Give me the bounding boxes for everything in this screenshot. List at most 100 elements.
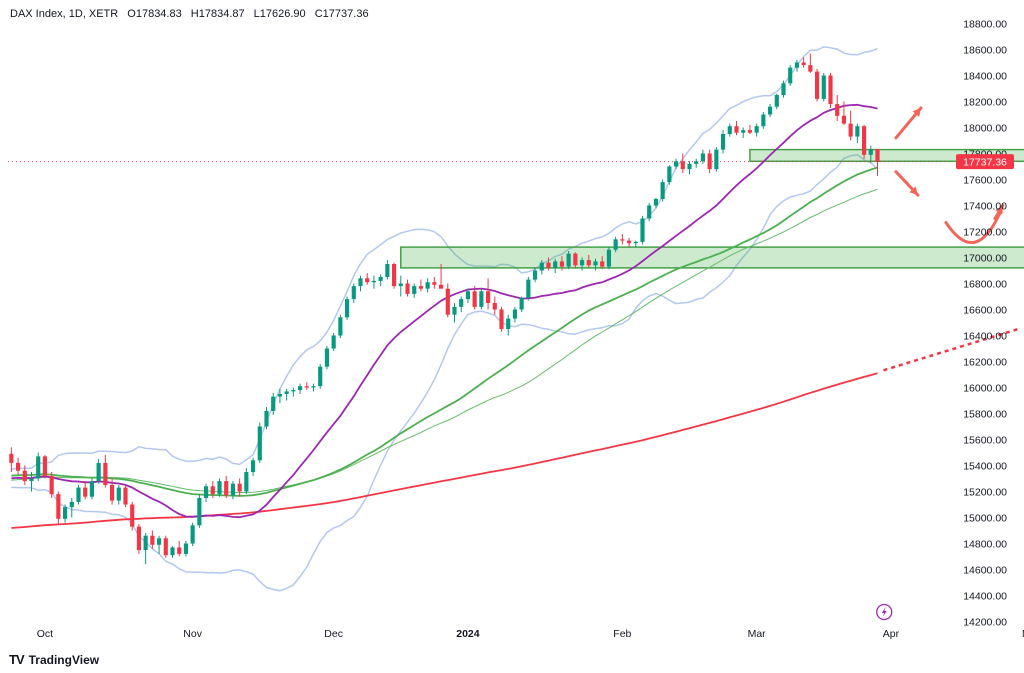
- candle-body: [600, 261, 605, 267]
- candle-body: [788, 67, 793, 84]
- candle-body: [673, 161, 679, 167]
- candle-body: [9, 453, 14, 463]
- candle-body: [284, 391, 289, 394]
- candle-body: [814, 71, 820, 99]
- candle-body: [271, 396, 276, 411]
- candle-body: [801, 62, 806, 66]
- candle-body: [445, 288, 450, 315]
- candle-body: [875, 148, 880, 162]
- candle-body: [499, 309, 504, 329]
- candle-body: [109, 485, 115, 501]
- y-axis-tick: 17000.00: [963, 253, 1007, 265]
- candle-body: [418, 286, 424, 289]
- candle-body: [36, 456, 41, 479]
- candle-body: [96, 462, 101, 482]
- y-axis-tick: 14800.00: [963, 539, 1007, 551]
- logo-text: TradingView: [28, 652, 100, 667]
- candle-body: [425, 282, 430, 289]
- y-axis-tick: 18000.00: [963, 123, 1007, 135]
- candle-body: [586, 260, 591, 266]
- candle-body: [573, 253, 578, 266]
- candle-body: [727, 126, 732, 134]
- candle-body: [49, 475, 54, 495]
- candle-body: [653, 199, 659, 206]
- candle-body: [492, 303, 497, 310]
- candle-body: [452, 306, 457, 315]
- high-value: H17834.87: [190, 8, 245, 20]
- candle-body: [660, 182, 665, 199]
- candle-body: [620, 239, 625, 241]
- candle-body: [371, 280, 377, 283]
- candle-body: [848, 123, 853, 137]
- candle-body: [868, 149, 873, 155]
- y-axis-tick: 15200.00: [963, 487, 1007, 499]
- candle-body: [774, 95, 779, 107]
- ma-50-thin-line: [11, 188, 878, 493]
- upper-support-zone: [749, 148, 1024, 163]
- bearish-arrow-head: [909, 186, 918, 196]
- candle-body: [264, 410, 269, 427]
- candle-body: [351, 286, 356, 300]
- lightning-icon: [881, 607, 887, 617]
- candle-body: [150, 535, 155, 545]
- candle-body: [432, 282, 437, 285]
- candle-body: [224, 481, 229, 496]
- candle-body: [244, 472, 249, 492]
- candle-body: [707, 153, 712, 170]
- y-axis-tick: 17400.00: [963, 201, 1007, 213]
- candle-body: [297, 386, 303, 391]
- candle-body: [640, 218, 645, 242]
- current-price-tag-text: 17737.36: [963, 157, 1007, 169]
- candle-body: [385, 264, 390, 277]
- y-axis-tick: 15400.00: [963, 461, 1007, 473]
- x-axis-tick: May: [1022, 628, 1024, 640]
- candle-body: [143, 535, 148, 550]
- candle-body: [512, 309, 518, 319]
- current-price-tag: [956, 154, 1014, 170]
- candle-body: [56, 494, 61, 519]
- candle-body: [391, 264, 397, 287]
- candle-body: [277, 394, 283, 397]
- candle-body: [130, 504, 135, 527]
- x-axis-tick: Nov: [183, 628, 202, 640]
- candle-body: [156, 538, 162, 545]
- candle-body: [42, 456, 48, 476]
- y-axis-tick: 16400.00: [963, 331, 1007, 343]
- candle-body: [210, 486, 215, 495]
- candle-body: [183, 543, 189, 554]
- candle-body: [559, 261, 565, 267]
- candle-body: [835, 104, 840, 116]
- candle-body: [472, 291, 477, 307]
- candle-body: [761, 114, 766, 127]
- candle-body: [828, 75, 833, 105]
- y-axis-tick: 17600.00: [963, 175, 1007, 187]
- open-value: O17834.83: [127, 8, 182, 20]
- y-axis-tick: 18800.00: [963, 19, 1007, 31]
- candle-body: [465, 291, 471, 300]
- lower-support-zone: [400, 246, 1024, 269]
- tradingview-logo[interactable]: TV TradingView: [9, 652, 99, 667]
- candle-body: [358, 278, 363, 287]
- candle-body: [438, 284, 444, 289]
- candle-body: [821, 75, 826, 99]
- chart-header: DAX Index, 1D, XETR O17834.83 H17834.87 …: [10, 8, 375, 20]
- tradingview-logo-icon: TV: [9, 652, 25, 667]
- candle-body: [734, 126, 739, 133]
- candle-body: [626, 240, 632, 244]
- candle-body: [203, 486, 209, 498]
- ma-200-line: [11, 372, 878, 529]
- candle-body: [136, 526, 142, 550]
- y-axis-tick: 14400.00: [963, 591, 1007, 603]
- candle-body: [680, 161, 685, 170]
- candle-body: [546, 262, 551, 268]
- candle-body: [177, 547, 182, 554]
- candle-body: [318, 366, 323, 387]
- y-axis-tick: 18400.00: [963, 71, 1007, 83]
- candle-body: [365, 278, 370, 283]
- candle-body: [519, 297, 524, 310]
- y-axis-tick: 15600.00: [963, 435, 1007, 447]
- close-value: C17737.36: [314, 8, 369, 20]
- candle-body: [338, 317, 343, 336]
- candle-body: [304, 386, 309, 388]
